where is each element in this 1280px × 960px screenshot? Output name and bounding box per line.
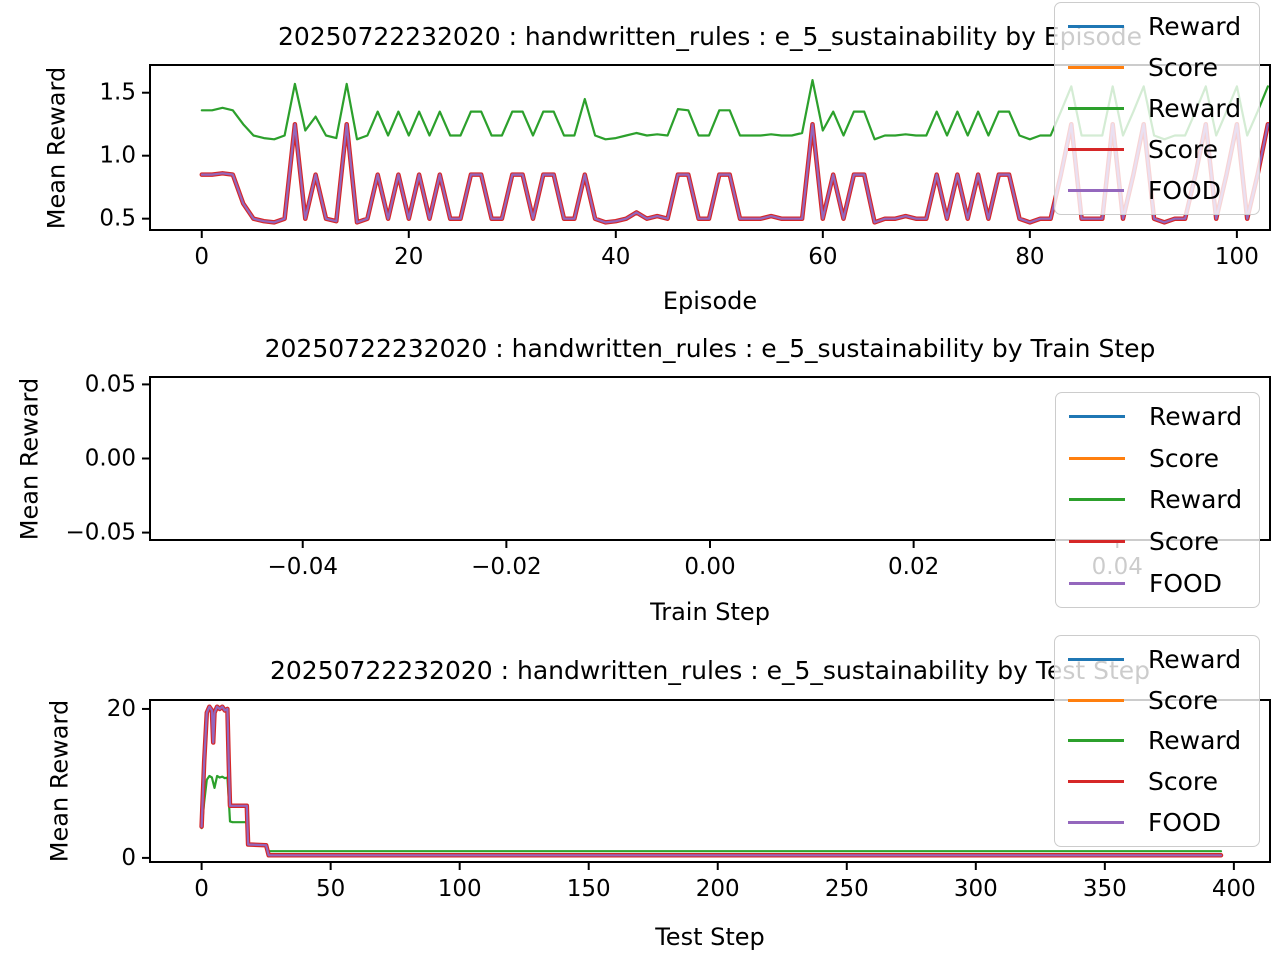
legend-line-sample [1069,498,1125,502]
x-tick-label: 20 [394,244,423,270]
x-tick-label: 40 [601,244,630,270]
legend-entry-label: FOOD [1148,808,1221,838]
x-tick-label: 200 [696,876,740,902]
y-tick-label: −0.05 [66,520,136,546]
x-tick-label: −0.04 [267,554,337,580]
legend-entry: FOOD [1056,562,1259,604]
x-tick-label: −0.02 [471,554,541,580]
x-tick-label: 150 [567,876,611,902]
legend-entry: Reward [1055,6,1259,47]
legend-entry-label: Score [1149,527,1220,557]
x-tick-label: 60 [808,244,837,270]
chart2-legend: Reward Score Reward Score FOOD [1055,392,1260,608]
x-tick-label: 400 [1212,876,1256,902]
legend-entry: Reward [1055,639,1259,680]
series-line-food [200,123,1270,224]
y-tick-label: 1.0 [99,143,136,169]
legend-entry: Reward [1055,721,1259,762]
x-tick-label: 0 [194,244,209,270]
y-tick-label: 0.5 [99,206,136,232]
legend-entry-label: Score [1148,767,1219,797]
legend-entry-label: Score [1148,685,1219,715]
legend-line-sample [1068,821,1124,825]
chart1-xlabel: Episode [662,287,758,315]
axes-spines [149,64,1271,231]
legend-line-sample [1068,66,1124,69]
legend-entry-label: Reward [1148,644,1242,674]
chart2-ylabel: Mean Reward [15,377,44,541]
y-tick-label: 0.00 [85,446,136,472]
chart1-ylabel: Mean Reward [42,66,71,230]
legend-entry-label: Score [1148,53,1219,82]
legend-line-sample [1068,189,1124,192]
legend-line-sample [1069,456,1125,460]
legend-entry-label: Reward [1148,726,1242,756]
legend-entry-label: Reward [1149,485,1243,515]
legend-line-sample [1068,739,1124,743]
series-line-food [200,705,1223,857]
chart3-title: 20250722232020 : handwritten_rules : e_5… [269,656,1151,685]
legend-entry: Score [1055,761,1259,802]
legend-line-sample [1068,107,1124,110]
x-tick-label: 100 [1215,244,1259,270]
legend-entry: Score [1055,129,1259,170]
legend-entry: Reward [1055,88,1259,129]
x-tick-label: 0.02 [888,554,939,580]
chart3-ylabel: Mean Reward [45,699,74,863]
x-tick-label: 350 [1083,876,1127,902]
legend-entry: Score [1055,47,1259,88]
legend-line-sample [1069,581,1125,585]
x-tick-label: 300 [954,876,998,902]
y-tick-label: 20 [107,696,136,722]
legend-entry-label: FOOD [1148,176,1221,205]
legend-entry: Reward [1056,396,1259,438]
x-tick-label: 80 [1015,244,1044,270]
legend-line-sample [1068,657,1124,661]
x-tick-label: 100 [438,876,482,902]
legend-entry: FOOD [1055,170,1259,211]
legend-entry: Reward [1056,479,1259,521]
x-tick-label: 250 [825,876,869,902]
y-tick-label: 1.5 [99,80,136,106]
legend-entry-label: Reward [1148,12,1242,41]
chart2-xlabel: Train Step [650,598,770,626]
legend-line-sample [1068,698,1124,702]
legend-entry: Score [1056,438,1259,480]
chart3-xlabel: Test Step [655,923,765,951]
legend-entry-label: Score [1149,443,1220,473]
legend-line-sample [1068,780,1124,784]
x-tick-label: 0 [194,876,209,902]
legend-entry-label: Reward [1148,94,1242,123]
y-tick-label: 0 [121,845,136,871]
legend-line-sample [1068,25,1124,28]
legend-line-sample [1069,415,1125,419]
y-tick-label: 0.05 [85,371,136,397]
chart2-title: 20250722232020 : handwritten_rules : e_5… [264,334,1156,363]
chart1-title: 20250722232020 : handwritten_rules : e_5… [277,22,1143,51]
legend-entry: FOOD [1055,802,1259,843]
legend-entry: Score [1056,521,1259,563]
axes-spines [149,699,1271,863]
legend-line-sample [1068,148,1124,151]
x-tick-label: 0.00 [684,554,735,580]
legend-entry-label: FOOD [1149,568,1222,598]
chart3-legend: Reward Score Reward Score FOOD [1054,635,1260,847]
legend-entry-label: Score [1148,135,1219,164]
legend-entry: Score [1055,680,1259,721]
legend-line-sample [1069,540,1125,544]
chart1-legend: Reward Score Reward Score FOOD [1054,2,1260,215]
x-tick-label: 50 [316,876,345,902]
legend-entry-label: Reward [1149,402,1243,432]
